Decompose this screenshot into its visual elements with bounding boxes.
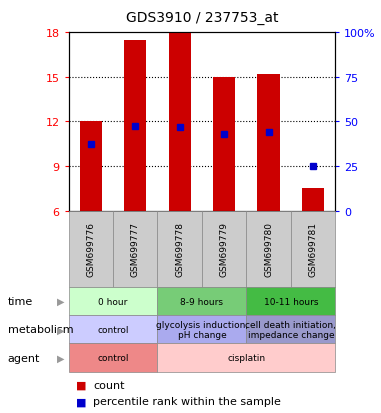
Text: 10-11 hours: 10-11 hours: [264, 297, 318, 306]
Text: GSM699778: GSM699778: [175, 222, 184, 277]
Text: GSM699781: GSM699781: [309, 222, 317, 277]
Bar: [302, 189, 324, 211]
Text: GSM699776: GSM699776: [86, 222, 95, 277]
Text: 0 hour: 0 hour: [98, 297, 128, 306]
Text: ▶: ▶: [57, 325, 65, 335]
Text: 8-9 hours: 8-9 hours: [181, 297, 223, 306]
Text: GDS3910 / 237753_at: GDS3910 / 237753_at: [126, 11, 278, 25]
Text: percentile rank within the sample: percentile rank within the sample: [93, 396, 281, 406]
Text: GSM699780: GSM699780: [264, 222, 273, 277]
Text: metabolism: metabolism: [8, 325, 73, 335]
Text: cisplatin: cisplatin: [227, 353, 266, 362]
Text: control: control: [97, 353, 129, 362]
Bar: [168, 33, 191, 211]
Text: control: control: [97, 325, 129, 334]
Bar: [80, 122, 102, 211]
Text: ▶: ▶: [57, 353, 65, 363]
Text: GSM699779: GSM699779: [220, 222, 229, 277]
Text: cell death initiation,
impedance change: cell death initiation, impedance change: [245, 320, 336, 339]
Bar: [213, 78, 235, 211]
Text: time: time: [8, 297, 33, 306]
Text: agent: agent: [8, 353, 40, 363]
Bar: [124, 40, 146, 211]
Text: count: count: [93, 380, 125, 390]
Text: ■: ■: [76, 396, 87, 406]
Text: ■: ■: [76, 380, 87, 390]
Text: ▶: ▶: [57, 297, 65, 306]
Text: GSM699777: GSM699777: [131, 222, 140, 277]
Text: glycolysis induction,
pH change: glycolysis induction, pH change: [156, 320, 248, 339]
Bar: [258, 75, 280, 211]
